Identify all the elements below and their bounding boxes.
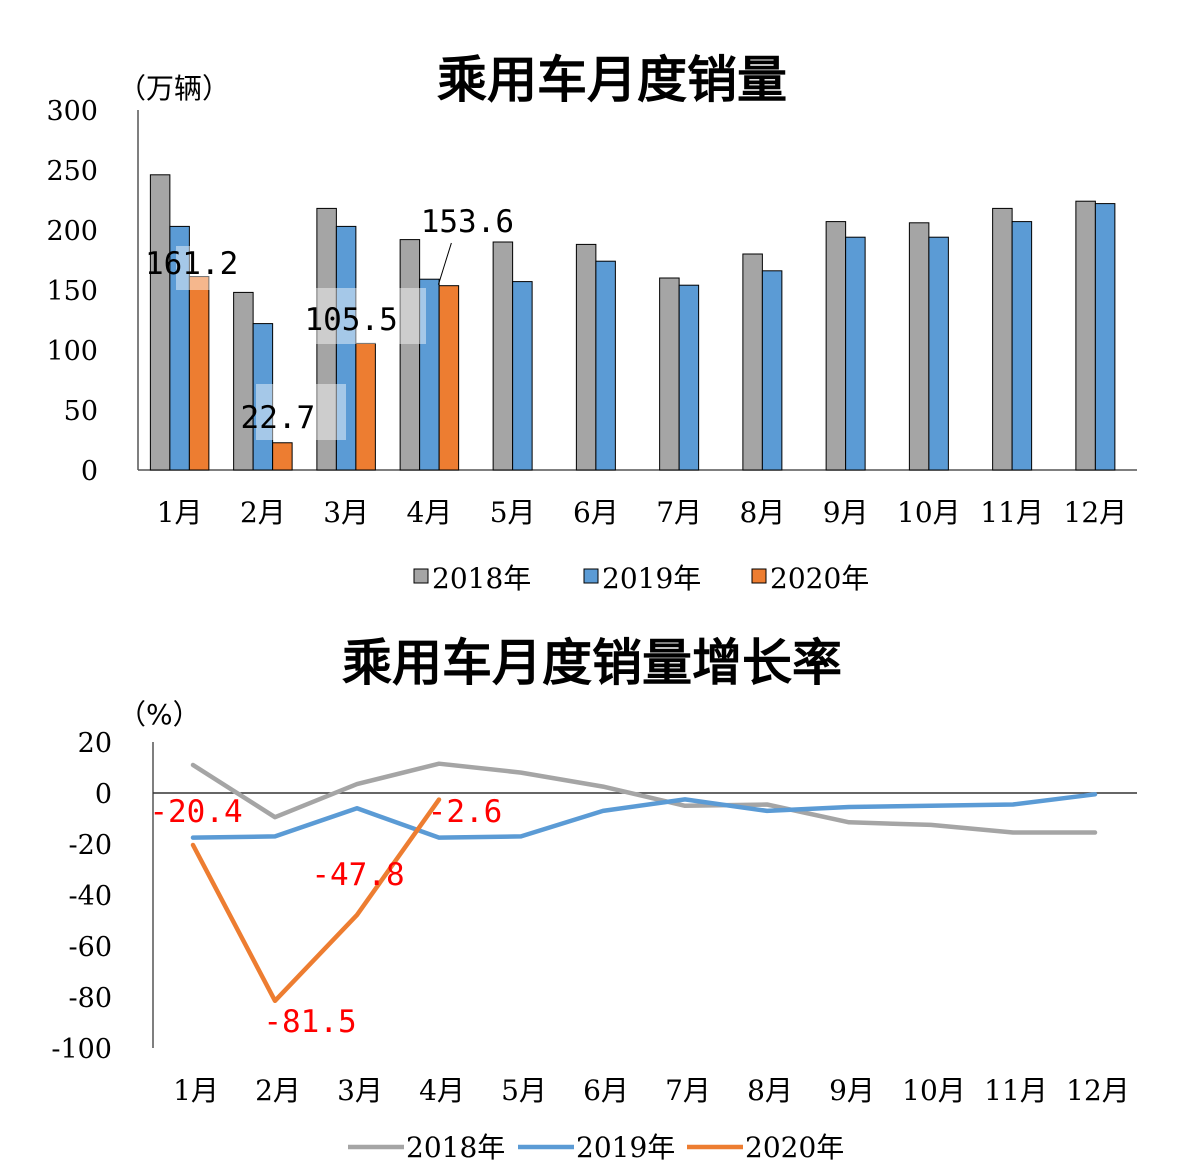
bar-data-label-2020: 105.5	[304, 302, 397, 338]
line-y-tick-label: 20	[78, 728, 112, 759]
bar-2020年-3月	[355, 342, 376, 471]
bar-x-tick-label: 11月	[980, 496, 1044, 529]
bar-y-tick-label: 100	[46, 336, 98, 367]
line-x-tick-label: 11月	[984, 1074, 1048, 1107]
bar-x-tick-label: 1月	[157, 496, 203, 529]
bar-data-label-2020: 22.7	[241, 400, 316, 436]
bar-2018年-4月	[399, 239, 421, 471]
bar-legend-label: 2020年	[770, 562, 869, 595]
line-x-tick-label: 4月	[419, 1074, 465, 1107]
bar-y-tick-label: 50	[64, 396, 98, 427]
bar-x-tick-label: 9月	[823, 496, 869, 529]
bar-data-label-2020: 153.6	[421, 204, 514, 240]
line-x-tick-label: 10月	[902, 1074, 966, 1107]
bar-2018年-9月	[825, 221, 847, 471]
bar-2018年-8月	[742, 253, 763, 471]
line-x-tick-label: 3月	[337, 1074, 383, 1107]
line-y-tick-label: -20	[69, 830, 112, 861]
bar-2018年-10月	[908, 222, 930, 471]
bar-2018年-11月	[992, 207, 1013, 471]
bar-2019年-12月	[1094, 203, 1116, 471]
line-x-tick-label: 2月	[255, 1074, 301, 1107]
bar-x-tick-label: 5月	[490, 496, 536, 529]
bar-2019年-9月	[845, 236, 866, 471]
bar-2018年-2月	[233, 291, 254, 471]
bar-2020年-2月	[272, 442, 293, 471]
bar-2018年-12月	[1075, 200, 1096, 471]
bar-y-tick-label: 0	[81, 456, 98, 487]
line-data-label-2020: -47.8	[311, 857, 404, 893]
bar-x-tick-label: 6月	[573, 496, 619, 529]
line-data-label-2020: -2.6	[428, 794, 503, 830]
bar-legend-swatch-2019年	[583, 568, 599, 584]
data-label-background	[256, 384, 346, 440]
bar-legend-label: 2019年	[602, 562, 701, 595]
line-y-tick-label: 0	[95, 779, 112, 810]
line-series-2019年	[190, 792, 1098, 840]
bar-chart-unit: （万辆）	[118, 72, 230, 105]
bar-2018年-5月	[492, 241, 514, 471]
bar-2020年-1月	[188, 276, 210, 471]
line-legend-label: 2019年	[576, 1131, 675, 1164]
line-y-tick-label: -100	[51, 1034, 112, 1065]
bar-2019年-6月	[595, 260, 616, 471]
line-data-label-2020: -20.4	[149, 794, 242, 830]
bar-2019年-11月	[1011, 221, 1033, 471]
line-chart-unit: （%）	[118, 698, 201, 731]
line-x-tick-label: 12月	[1066, 1074, 1130, 1107]
bar-chart-legend: 2018年 2019年 2020年	[413, 562, 869, 595]
line-y-tick-label: -80	[69, 983, 112, 1014]
bar-y-tick-label: 250	[46, 156, 98, 187]
bar-2019年-10月	[928, 236, 949, 471]
line-x-tick-label: 1月	[173, 1074, 219, 1107]
bar-x-tick-label: 2月	[240, 496, 286, 529]
bar-y-tick-label: 150	[46, 276, 98, 307]
line-data-label-2020: -81.5	[263, 1004, 356, 1040]
bar-data-label-leader	[437, 242, 452, 285]
line-y-tick-label: -40	[69, 881, 112, 912]
line-x-tick-label: 9月	[829, 1074, 875, 1107]
bar-chart: 0 50 100 150 200 250 300 1月 2月 3月 4月 5月 6月 7月 8月 9月 10月 1…	[46, 96, 1137, 529]
bar-2018年-1月	[149, 174, 171, 471]
line-legend-label: 2020年	[745, 1131, 844, 1164]
bar-x-tick-label: 10月	[897, 496, 961, 529]
bar-legend-swatch-2020年	[751, 568, 767, 584]
line-chart: 20 0 -20 -40 -60 -80 -100 1月 2月 3月 4月 5月 6月 7月 8月 9月 10月…	[51, 728, 1137, 1107]
line-legend-label: 2018年	[406, 1131, 505, 1164]
bar-2019年-5月	[512, 281, 533, 471]
data-label-background	[316, 288, 426, 344]
bar-x-tick-label: 12月	[1064, 496, 1128, 529]
bar-x-tick-label: 3月	[323, 496, 369, 529]
line-chart-legend: 2018年 2019年 2020年	[348, 1131, 844, 1164]
line-x-tick-label: 6月	[583, 1074, 629, 1107]
bar-legend-swatch-2018年	[413, 568, 429, 584]
bar-chart-title: 乘用车月度销量	[437, 51, 787, 109]
bar-x-tick-label: 8月	[739, 496, 785, 529]
bar-2018年-7月	[659, 277, 680, 471]
bar-data-label-2020: 161.2	[145, 246, 238, 282]
bar-2018年-6月	[575, 243, 597, 471]
bar-y-tick-label: 300	[46, 96, 98, 127]
bar-x-tick-label: 7月	[656, 496, 702, 529]
bar-2019年-2月	[252, 323, 274, 471]
line-y-tick-label: -60	[69, 932, 112, 963]
bar-2020年-4月	[438, 285, 460, 471]
data-label-background	[176, 246, 210, 290]
line-chart-title: 乘用车月度销量增长率	[342, 634, 842, 692]
bar-y-tick-label: 200	[46, 216, 98, 247]
bar-2019年-7月	[678, 284, 700, 471]
line-series-2018年	[190, 761, 1098, 835]
bar-legend-label: 2018年	[432, 562, 531, 595]
bar-2019年-8月	[761, 270, 783, 471]
line-x-tick-label: 8月	[747, 1074, 793, 1107]
line-x-tick-label: 7月	[665, 1074, 711, 1107]
line-series-2020年	[190, 797, 442, 1004]
bar-x-tick-label: 4月	[406, 496, 452, 529]
line-x-tick-label: 5月	[501, 1074, 547, 1107]
